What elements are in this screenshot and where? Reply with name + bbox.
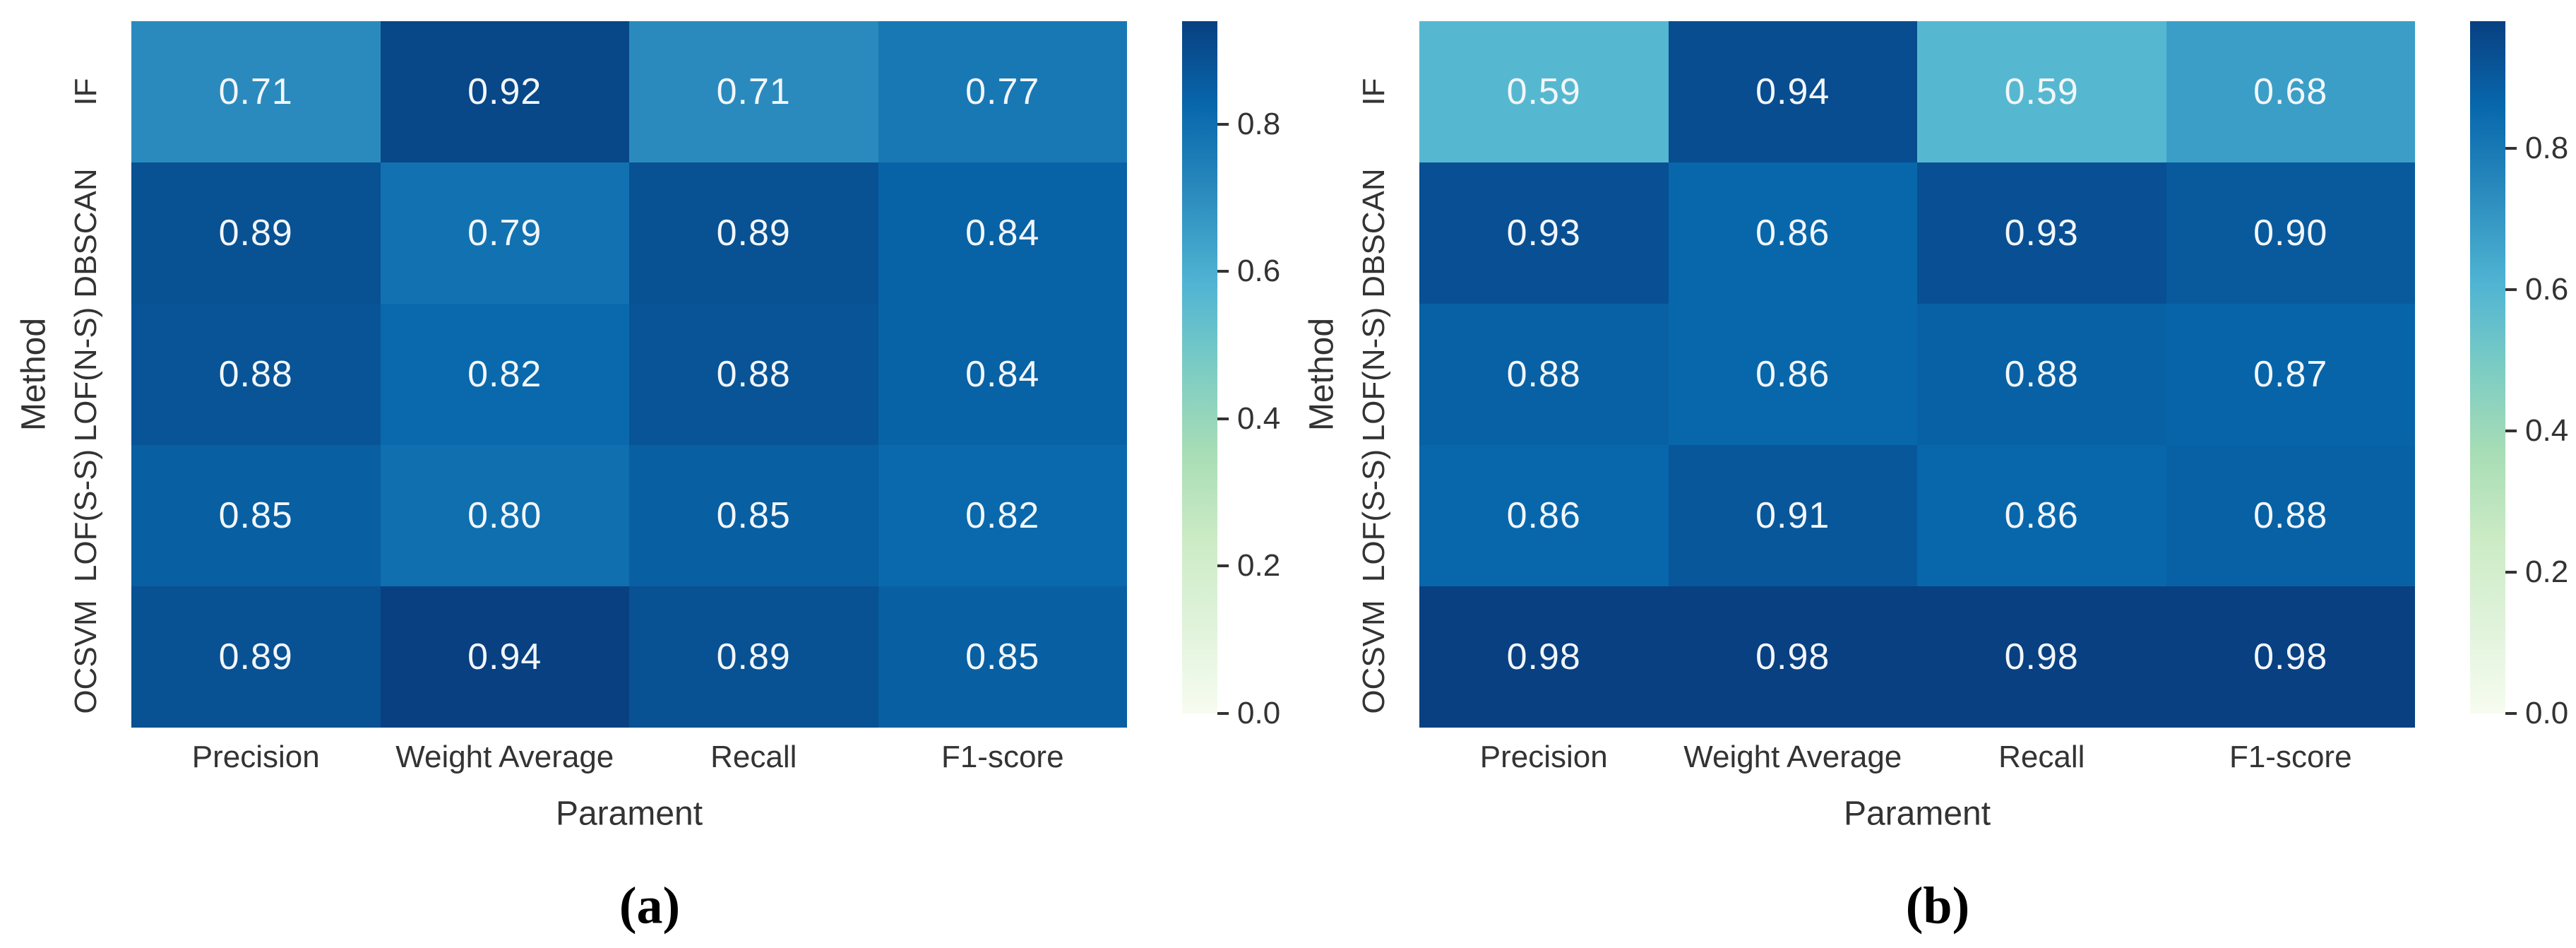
colorbar-tick-label: 0.8 (2525, 131, 2569, 165)
heatmap-cell: 0.77 (878, 21, 1127, 162)
heatmap-cell: 0.98 (1668, 586, 1917, 728)
heatmap-cell: 0.94 (380, 586, 629, 728)
heatmap-cell: 0.88 (2166, 445, 2415, 586)
x-tick-label: Precision (191, 740, 320, 774)
heatmap-cell: 0.94 (1668, 21, 1917, 162)
y-tick-label: OCSVM (68, 600, 103, 714)
colorbar-tick-mark (2505, 712, 2517, 715)
heatmap-cell: 0.88 (1419, 304, 1669, 445)
colorbar (1182, 21, 1217, 713)
colorbar-tick-label: 0.4 (2525, 413, 2569, 448)
heatmap-cell: 0.89 (131, 586, 381, 728)
y-tick-label: DBSCAN (1356, 168, 1391, 298)
heatmap-cell: 0.68 (2166, 21, 2415, 162)
subplot-caption: (b) (1905, 877, 1970, 935)
y-tick-label: IF (1356, 78, 1391, 106)
heatmap-cell: 0.59 (1917, 21, 2166, 162)
x-tick-label: Weight Average (1683, 740, 1902, 774)
colorbar-tick-mark (1217, 122, 1229, 126)
x-tick-label: Recall (710, 740, 797, 774)
y-axis-title: Method (15, 317, 53, 432)
colorbar-tick-label: 0.4 (1237, 401, 1281, 436)
x-tick-label: Weight Average (395, 740, 614, 774)
y-tick-label: IF (68, 78, 103, 106)
colorbar-tick-mark (1217, 417, 1229, 420)
heatmap-cell: 0.84 (878, 304, 1127, 445)
heatmap-cell: 0.93 (1419, 162, 1669, 304)
colorbar-tick-label: 0.8 (1237, 106, 1281, 141)
colorbar-tick-label: 0.6 (1237, 254, 1281, 289)
heatmap-cell: 0.85 (629, 445, 878, 586)
heatmap-cell: 0.98 (1419, 586, 1669, 728)
heatmap-cell: 0.89 (629, 162, 878, 304)
subplot-a: Method 0.71 0.92 0.71 0.77 0.89 0.79 0.89 0.84 0… (15, 21, 1281, 935)
heatmap-cell: 0.71 (131, 21, 381, 162)
heatmap-cell: 0.85 (131, 445, 381, 586)
heatmap-cell: 0.85 (878, 586, 1127, 728)
heatmap-cell: 0.88 (1917, 304, 2166, 445)
heatmap-cell: 0.82 (878, 445, 1127, 586)
heatmap-cell: 0.88 (131, 304, 381, 445)
y-tick-label: LOF(N-S) (1356, 307, 1391, 442)
heatmap-cell: 0.98 (1917, 586, 2166, 728)
heatmap-cell: 0.86 (1917, 445, 2166, 586)
heatmap-cell: 0.86 (1668, 304, 1917, 445)
x-tick-label: F1-score (941, 740, 1064, 774)
y-tick-label: LOF(S-S) (68, 449, 103, 583)
x-axis-title: Parament (555, 795, 703, 833)
heatmap-cell: 0.90 (2166, 162, 2415, 304)
heatmap-cell: 0.92 (380, 21, 629, 162)
heatmap-cell: 0.79 (380, 162, 629, 304)
heatmap-cell: 0.86 (1668, 162, 1917, 304)
y-tick-label: LOF(N-S) (68, 307, 103, 442)
heatmap-grid: 0.71 0.92 0.71 0.77 0.89 0.79 0.89 0.84 0.88 0.82… (131, 21, 1127, 728)
colorbar-tick-mark (1217, 564, 1229, 568)
colorbar-tick-label: 0.6 (2525, 272, 2569, 307)
y-axis-title: Method (1303, 317, 1341, 432)
colorbar-tick-label: 0.2 (2525, 555, 2569, 589)
y-tick-label: DBSCAN (68, 168, 103, 298)
heatmap-cell: 0.89 (131, 162, 381, 304)
heatmap-cell: 0.89 (629, 586, 878, 728)
x-tick-label: F1-score (2229, 740, 2352, 774)
heatmap-cell: 0.88 (629, 304, 878, 445)
y-tick-label: LOF(S-S) (1356, 449, 1391, 583)
y-tick-label: OCSVM (1356, 600, 1391, 714)
colorbar (2470, 21, 2505, 713)
colorbar-tick-mark (2505, 288, 2517, 291)
heatmap-grid: 0.59 0.94 0.59 0.68 0.93 0.86 0.93 0.90 0.88 0.86… (1419, 21, 2415, 728)
subplot-caption: (a) (619, 877, 681, 935)
colorbar-tick-label: 0.0 (2525, 696, 2569, 730)
colorbar-tick-mark (2505, 147, 2517, 150)
colorbar-tick-label: 0.2 (1237, 548, 1281, 583)
heatmap-cell: 0.71 (629, 21, 878, 162)
heatmap-cell: 0.98 (2166, 586, 2415, 728)
x-axis-title: Parament (1843, 795, 1991, 833)
colorbar-tick-mark (1217, 270, 1229, 273)
colorbar-tick-mark (1217, 712, 1229, 715)
heatmap-cell: 0.80 (380, 445, 629, 586)
colorbar-tick-mark (2505, 429, 2517, 432)
heatmap-cell: 0.91 (1668, 445, 1917, 586)
colorbar-tick-label: 0.0 (1237, 696, 1281, 730)
heatmap-cell: 0.86 (1419, 445, 1669, 586)
heatmap-cell: 0.59 (1419, 21, 1669, 162)
x-tick-label: Precision (1479, 740, 1608, 774)
x-tick-label: Recall (1998, 740, 2085, 774)
subplot-b: Method 0.59 0.94 0.59 0.68 0.93 0.86 0.93 0.90 0… (1288, 0, 2576, 948)
colorbar-tick-mark (2505, 571, 2517, 574)
heatmap-cell: 0.93 (1917, 162, 2166, 304)
heatmap-cell: 0.82 (380, 304, 629, 445)
heatmap-cell: 0.87 (2166, 304, 2415, 445)
heatmap-cell: 0.84 (878, 162, 1127, 304)
